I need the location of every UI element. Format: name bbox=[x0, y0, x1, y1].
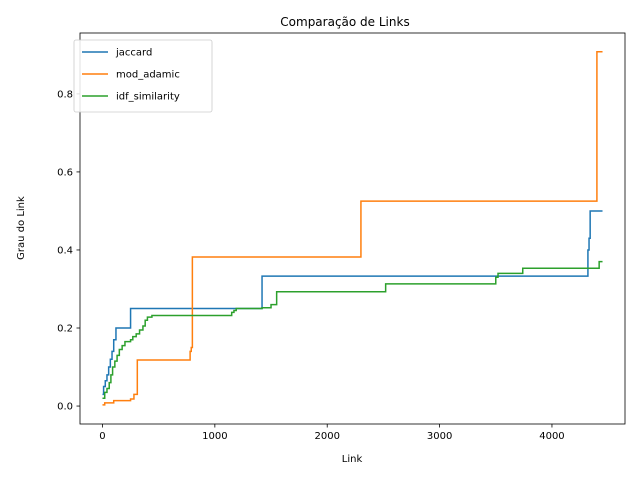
y-tick-label: 0.4 bbox=[57, 245, 73, 256]
y-axis-title: Grau do Link bbox=[16, 196, 27, 260]
chart-title: Comparação de Links bbox=[280, 15, 409, 29]
legend-label: idf_similarity bbox=[116, 92, 180, 103]
legend-label: jaccard bbox=[115, 48, 152, 59]
y-tick-label: 0.6 bbox=[57, 167, 73, 178]
x-axis-title: Link bbox=[342, 454, 363, 465]
x-tick-label: 3000 bbox=[427, 431, 452, 442]
y-tick-label: 0.0 bbox=[57, 402, 73, 413]
series-line-idf-similarity bbox=[102, 260, 603, 399]
legend-label: mod_adamic bbox=[116, 70, 180, 81]
x-tick-label: 1000 bbox=[202, 431, 227, 442]
y-tick-label: 0.2 bbox=[57, 324, 73, 335]
plot-area bbox=[102, 50, 603, 406]
legend-box bbox=[73, 39, 213, 113]
plot-frame bbox=[79, 32, 626, 425]
y-tick-label: 0.8 bbox=[57, 89, 73, 100]
series-line-jaccard bbox=[102, 210, 603, 396]
x-tick-label: 4000 bbox=[539, 431, 564, 442]
legend: jaccard mod_adamic idf_similarity bbox=[73, 39, 213, 113]
x-axis: 0 1000 2000 3000 4000 bbox=[99, 424, 565, 442]
series-line-mod-adamic bbox=[102, 50, 603, 406]
x-tick-label: 2000 bbox=[314, 431, 339, 442]
x-tick-label: 0 bbox=[99, 431, 105, 442]
